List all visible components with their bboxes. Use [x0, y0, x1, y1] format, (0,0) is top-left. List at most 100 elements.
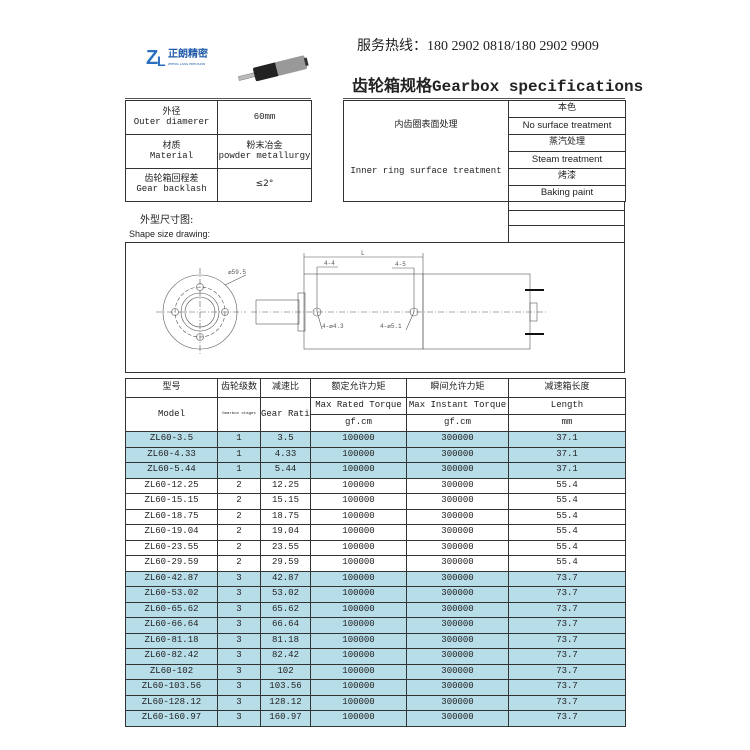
header-rated-cn: 额定允许力矩 — [310, 378, 407, 398]
table-cell: 1 — [217, 462, 261, 479]
table-row: ZL60-102 3 102 100000 300000 73.7 — [125, 663, 626, 680]
table-cell: 73.7 — [508, 679, 626, 696]
table-row: ZL60-128.12 3 128.12 100000 300000 73.7 — [125, 694, 626, 711]
spec-label: 齿轮箱回程差 Gear backlash — [125, 168, 218, 202]
table-row: ZL60-82.42 3 82.42 100000 300000 73.7 — [125, 648, 626, 665]
table-row: ZL60-5.44 1 5.44 100000 300000 37.1 — [125, 462, 626, 479]
svg-text:L: L — [157, 53, 166, 69]
header-instant: Max Instant Torque — [406, 397, 509, 415]
table-cell: ZL60-53.02 — [125, 586, 218, 603]
table-cell: 73.7 — [508, 648, 626, 665]
table-cell: 3 — [217, 694, 261, 711]
svg-text:Z: Z — [146, 47, 158, 69]
spec-value: 粉末冶金 powder metallurgy — [217, 134, 312, 169]
table-cell: 81.18 — [260, 632, 311, 649]
table-cell: 2 — [217, 477, 261, 494]
table-cell: 300000 — [406, 570, 509, 587]
table-cell: 100000 — [310, 617, 407, 634]
table-cell: 300000 — [406, 663, 509, 680]
table-cell: 73.7 — [508, 570, 626, 587]
table-cell: 1 — [217, 446, 261, 463]
header-model-cn: 型号 — [125, 378, 218, 398]
shape-drawing: ⌀59.5 L 4-4 4-5 4-⌀4.3 4-⌀5.1 — [125, 242, 625, 373]
header-stages: Gearbox stages — [217, 397, 261, 432]
table-cell: 55.4 — [508, 524, 626, 541]
table-row: ZL60-12.25 2 12.25 100000 300000 55.4 — [125, 477, 626, 494]
surface-option: 烤漆 — [508, 168, 626, 186]
table-cell: 300000 — [406, 508, 509, 525]
table-cell: ZL60-18.75 — [125, 508, 218, 525]
table-row: ZL60-23.55 2 23.55 100000 300000 55.4 — [125, 539, 626, 556]
table-cell: ZL60-102 — [125, 663, 218, 680]
table-cell: 73.7 — [508, 586, 626, 603]
table-cell: 300000 — [406, 648, 509, 665]
table-cell: ZL60-29.59 — [125, 555, 218, 572]
table-cell: 160.97 — [260, 710, 311, 727]
table-cell: ZL60-81.18 — [125, 632, 218, 649]
table-cell: 55.4 — [508, 493, 626, 510]
table-cell: 15.15 — [260, 493, 311, 510]
divider — [125, 98, 311, 99]
table-row: ZL60-66.64 3 66.64 100000 300000 73.7 — [125, 617, 626, 634]
table-cell: 12.25 — [260, 477, 311, 494]
table-cell: 82.42 — [260, 648, 311, 665]
table-cell: 73.7 — [508, 601, 626, 618]
table-cell: 2 — [217, 508, 261, 525]
table-cell: 300000 — [406, 539, 509, 556]
svg-text:ZHENG LANG PRECISION: ZHENG LANG PRECISION — [168, 62, 205, 66]
table-cell: 73.7 — [508, 710, 626, 727]
surface-option: 本色 — [508, 100, 626, 118]
table-cell: 300000 — [406, 710, 509, 727]
table-row: ZL60-15.15 2 15.15 100000 300000 55.4 — [125, 493, 626, 510]
table-cell: 300000 — [406, 493, 509, 510]
table-cell: 4.33 — [260, 446, 311, 463]
table-cell: 3 — [217, 570, 261, 587]
table-cell: 2 — [217, 539, 261, 556]
table-cell: 53.02 — [260, 586, 311, 603]
unit-length: mm — [508, 414, 626, 432]
table-cell: 73.7 — [508, 663, 626, 680]
drawing-label-cn: 外型尺寸图: — [140, 215, 194, 226]
table-cell: 37.1 — [508, 446, 626, 463]
table-cell: ZL60-15.15 — [125, 493, 218, 510]
gearbox-table: 型号 齿轮级数 减速比 额定允许力矩 瞬间允许力矩 减速箱长度 Model Gearbox … — [125, 378, 626, 727]
side-view: L 4-4 4-5 4-⌀4.3 4-⌀5.1 — [251, 250, 546, 350]
table-cell: 300000 — [406, 524, 509, 541]
header-ratio: Gear Ratio — [260, 397, 311, 432]
table-cell: 103.56 — [260, 679, 311, 696]
spec-label: 材质 Material — [125, 134, 218, 169]
table-cell: 100000 — [310, 601, 407, 618]
table-cell: 100000 — [310, 446, 407, 463]
header-length-cn: 减速箱长度 — [508, 378, 626, 398]
table-cell: 37.1 — [508, 462, 626, 479]
front-view: ⌀59.5 — [156, 268, 246, 356]
table-cell: 100000 — [310, 431, 407, 448]
table-cell: 100000 — [310, 648, 407, 665]
divider — [343, 98, 625, 99]
empty-rows — [508, 201, 625, 243]
table-cell: ZL60-82.42 — [125, 648, 218, 665]
table-cell: 18.75 — [260, 508, 311, 525]
table-cell: ZL60-23.55 — [125, 539, 218, 556]
spec-label: 外径 Outer diamerer — [125, 100, 218, 135]
header-instant-cn: 瞬间允许力矩 — [406, 378, 509, 398]
table-cell: ZL60-19.04 — [125, 524, 218, 541]
spec-value: 60mm — [217, 100, 312, 135]
table-cell: 55.4 — [508, 508, 626, 525]
table-cell: 100000 — [310, 663, 407, 680]
table-cell: 2 — [217, 493, 261, 510]
spec-table: 外径 Outer diamerer 60mm 材质 Material 粉末冶金 powde… — [125, 100, 312, 202]
table-row: ZL60-53.02 3 53.02 100000 300000 73.7 — [125, 586, 626, 603]
table-cell: 66.64 — [260, 617, 311, 634]
table-cell: 100000 — [310, 462, 407, 479]
header-length: Length — [508, 397, 626, 415]
table-cell: 1 — [217, 431, 261, 448]
table-cell: 100000 — [310, 555, 407, 572]
table-cell: 100000 — [310, 477, 407, 494]
table-row: ZL60-3.5 1 3.5 100000 300000 37.1 — [125, 431, 626, 448]
product-photo — [233, 52, 313, 86]
table-cell: 55.4 — [508, 539, 626, 556]
table-cell: 300000 — [406, 586, 509, 603]
unit-instant: gf.cm — [406, 414, 509, 432]
table-cell: 3 — [217, 601, 261, 618]
